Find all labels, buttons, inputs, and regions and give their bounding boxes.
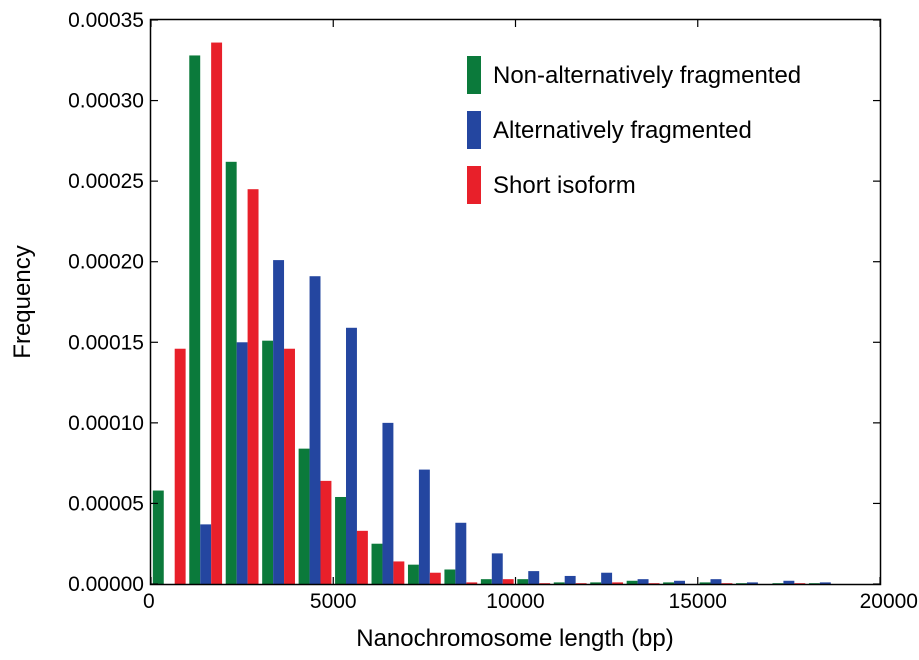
bar-series-0-bin-7 [407, 564, 419, 584]
bar-series-1-bin-3 [273, 260, 285, 584]
legend-swatch [467, 56, 481, 94]
bars-layer [152, 42, 831, 585]
bar-series-2-bin-10 [539, 583, 551, 584]
bar-series-0-bin-10 [517, 579, 529, 584]
bar-series-1-bin-14 [674, 580, 685, 584]
bar-series-2-bin-17 [794, 583, 806, 584]
bar-series-0-bin-6 [371, 543, 383, 584]
bar-series-1-bin-11 [564, 575, 576, 584]
bar-series-1-bin-9 [491, 553, 503, 584]
legend-label: Alternatively fragmented [493, 117, 752, 144]
bar-series-1-bin-18 [819, 582, 831, 584]
y-tick-label: 0.00005 [68, 492, 144, 515]
y-tick-label: 0.00010 [68, 412, 144, 435]
legend: Non-alternatively fragmented Alternativel… [467, 56, 801, 204]
bar-series-1-bin-1 [200, 524, 212, 584]
bar-series-2-bin-15 [721, 583, 733, 584]
x-tick-label: 5000 [310, 590, 357, 613]
x-tick-label: 15000 [669, 590, 727, 613]
bar-series-0-bin-17 [772, 583, 784, 584]
bar-series-2-bin-4 [320, 480, 332, 584]
bar-series-0-bin-18 [808, 583, 820, 584]
bar-series-2-bin-11 [575, 583, 587, 584]
bar-series-1-bin-10 [528, 571, 540, 584]
bar-series-1-bin-7 [418, 469, 430, 584]
bar-series-0-bin-2 [225, 161, 237, 584]
bar-series-0-bin-11 [553, 582, 565, 584]
plot-frame [149, 18, 882, 586]
bar-series-1-bin-13 [637, 579, 649, 584]
bar-series-1-bin-16 [746, 582, 758, 584]
bar-series-0-bin-15 [699, 582, 711, 584]
bar-series-2-bin-5 [356, 530, 368, 584]
ticks-layer: 0 5000 10000 15000 20000 0.00000 0.00005 0.0001… [68, 9, 918, 613]
bar-series-0-bin-14 [663, 582, 675, 584]
y-tick-label: 0.00020 [68, 251, 144, 274]
y-tick-label: 0.00035 [68, 9, 144, 32]
bar-series-2-bin-0 [174, 348, 186, 584]
bar-series-2-bin-1 [211, 42, 223, 585]
bar-series-1-bin-17 [783, 580, 795, 584]
x-tick-label: 0 [143, 590, 155, 613]
bar-series-2-bin-9 [502, 579, 514, 584]
bar-series-0-bin-16 [736, 583, 747, 584]
x-axis-label: Nanochromosome length (bp) [356, 625, 674, 652]
bar-series-0-bin-5 [335, 496, 347, 584]
bar-series-1-bin-2 [236, 342, 248, 584]
bar-series-2-bin-3 [284, 348, 295, 584]
legend-swatch [467, 111, 481, 149]
y-tick-label: 0.00000 [68, 573, 144, 596]
bar-series-2-bin-2 [247, 189, 259, 584]
bar-series-0-bin-4 [298, 448, 310, 584]
bar-series-2-bin-7 [429, 572, 441, 584]
bar-series-1-bin-4 [309, 276, 321, 584]
bar-series-0-bin-12 [590, 582, 602, 584]
legend-swatch [467, 166, 481, 204]
y-axis-label: Frequency [9, 245, 36, 358]
y-tick-label: 0.00030 [68, 90, 144, 113]
bar-series-1-bin-6 [382, 422, 394, 584]
bar-series-1-bin-8 [455, 522, 467, 584]
bar-series-1-bin-15 [710, 579, 722, 584]
bar-series-0-bin-13 [626, 580, 638, 584]
legend-label: Non-alternatively fragmented [493, 62, 801, 89]
bar-series-1-bin-5 [346, 327, 357, 584]
bar-series-2-bin-8 [466, 582, 478, 584]
bar-series-0-bin-0 [152, 490, 164, 584]
bar-series-2-bin-13 [648, 583, 660, 584]
y-tick-label: 0.00025 [68, 170, 144, 193]
legend-label: Short isoform [493, 172, 636, 199]
y-tick-label: 0.00015 [68, 331, 144, 354]
bar-series-2-bin-12 [612, 582, 624, 584]
bar-series-0-bin-8 [444, 569, 456, 584]
bar-series-1-bin-12 [601, 572, 613, 584]
bar-series-2-bin-6 [393, 561, 405, 584]
bar-series-0-bin-3 [262, 340, 274, 584]
bar-series-0-bin-9 [480, 579, 492, 584]
bar-series-0-bin-1 [189, 55, 201, 585]
x-tick-label: 20000 [860, 590, 918, 613]
x-tick-label: 10000 [486, 590, 544, 613]
